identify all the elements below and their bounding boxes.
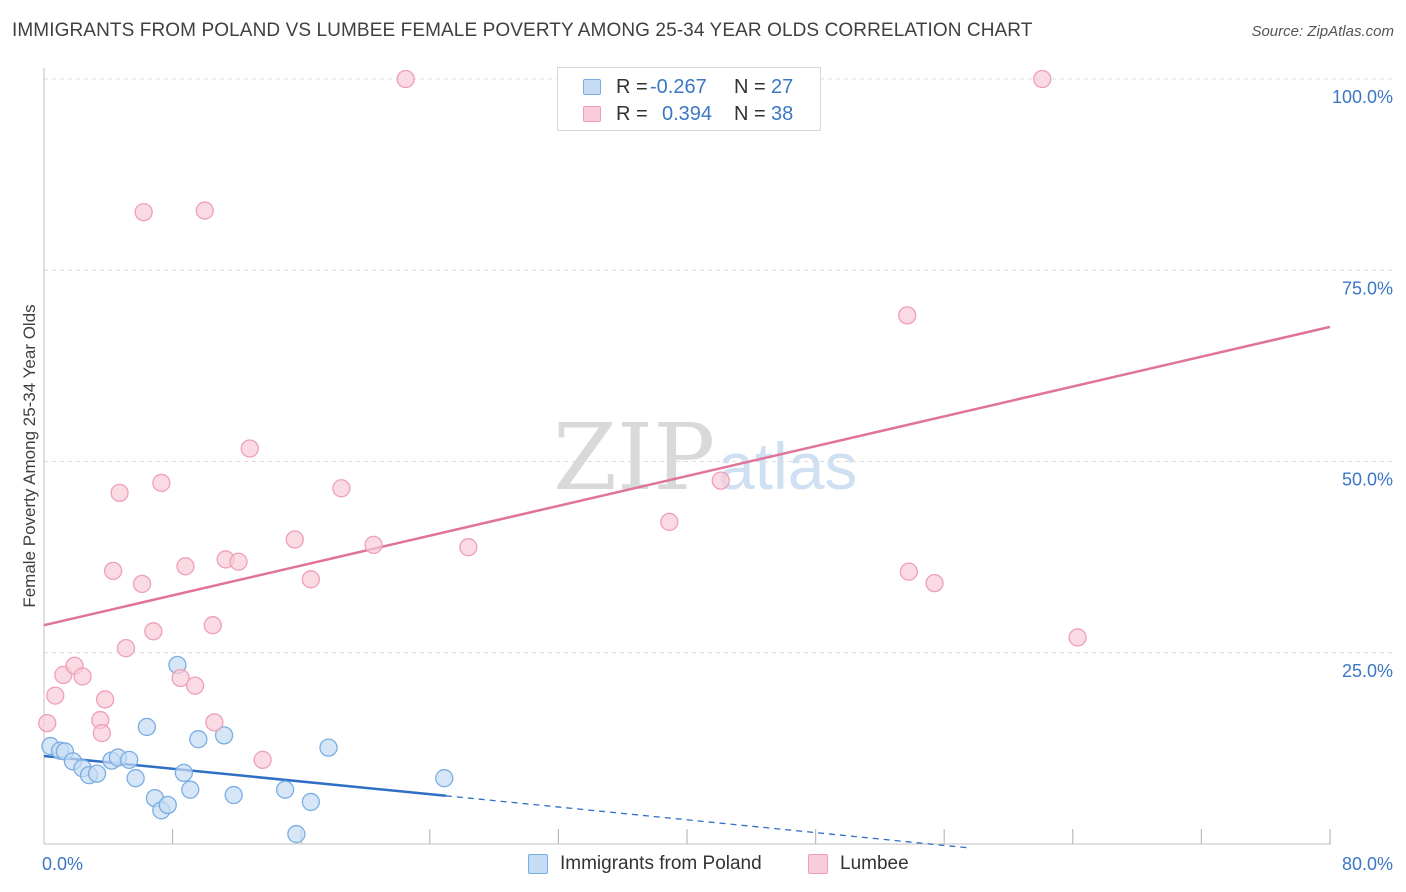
data-point-lumbee: [92, 723, 112, 743]
data-point-poland: [137, 717, 157, 737]
data-point-poland: [120, 750, 139, 769]
data-point-lumbee: [899, 562, 918, 581]
data-point-lumbee: [116, 639, 136, 658]
y-tick-labels: 25.0% 50.0% 75.0% 100.0%: [1332, 87, 1393, 681]
data-point-poland: [87, 764, 107, 783]
data-point-poland: [224, 785, 243, 805]
data-points: [38, 69, 1087, 844]
grid-lines: [44, 78, 1393, 654]
legend-swatch-poland: [583, 79, 601, 95]
x-tick-label: 0.0%: [42, 854, 83, 874]
trend-line-extension-poland: [445, 795, 969, 849]
x-tick-marks: [172, 829, 1331, 844]
legend-swatch-lumbee: [583, 106, 601, 122]
data-point-poland: [435, 769, 454, 788]
data-point-lumbee: [195, 201, 214, 220]
y-axis-label: Female Poverty Among 25-34 Year Olds: [20, 304, 39, 607]
data-point-lumbee: [1068, 628, 1087, 647]
data-point-lumbee: [95, 690, 115, 709]
data-point-lumbee: [253, 750, 272, 769]
y-tick-label: 25.0%: [1342, 661, 1393, 681]
data-point-poland: [214, 726, 234, 745]
series-label-lumbee: Lumbee: [840, 853, 909, 874]
legend-n-label: N =: [734, 103, 766, 125]
legend-r-value: -0.267: [650, 76, 707, 98]
data-point-poland: [319, 738, 338, 757]
data-point-lumbee: [396, 69, 415, 89]
data-point-lumbee: [1033, 69, 1052, 89]
data-point-lumbee: [152, 473, 171, 493]
data-point-lumbee: [925, 573, 944, 593]
watermark-zip: ZIP: [553, 404, 715, 511]
data-point-lumbee: [185, 676, 205, 695]
data-point-poland: [126, 769, 145, 788]
legend-n-value: 27: [771, 76, 794, 98]
data-point-lumbee: [132, 574, 152, 594]
data-point-lumbee: [110, 483, 129, 503]
y-tick-label: 75.0%: [1342, 278, 1393, 298]
legend-r-label: R =: [616, 103, 648, 125]
data-point-lumbee: [332, 479, 351, 498]
data-point-lumbee: [144, 622, 163, 641]
trend-line-lumbee: [43, 325, 1331, 627]
legend-row-lumbee: R = 0.394 N = 38: [558, 100, 820, 128]
data-point-lumbee: [205, 713, 224, 732]
data-point-poland: [287, 824, 306, 844]
series-swatch-lumbee: [808, 854, 828, 874]
data-point-lumbee: [660, 512, 679, 532]
data-point-lumbee: [285, 530, 304, 549]
legend-r-value: 0.394: [662, 103, 713, 125]
data-point-poland: [181, 780, 200, 799]
data-point-lumbee: [203, 616, 222, 635]
series-legend-lumbee[interactable]: Lumbee: [808, 852, 928, 876]
data-point-lumbee: [898, 306, 917, 325]
data-point-lumbee: [134, 202, 153, 222]
y-tick-label: 100.0%: [1332, 87, 1393, 107]
series-swatch-poland: [528, 854, 548, 874]
legend-n-value: 38: [771, 103, 794, 125]
data-point-poland: [158, 795, 177, 815]
data-point-lumbee: [73, 667, 92, 686]
data-point-lumbee: [176, 557, 195, 576]
legend-n-label: N =: [734, 76, 766, 98]
data-point-lumbee: [103, 561, 123, 581]
data-point-lumbee: [364, 535, 383, 555]
series-legend-poland[interactable]: Immigrants from Poland: [528, 852, 788, 876]
y-tick-label: 50.0%: [1342, 470, 1393, 490]
x-tick-label: 80.0%: [1342, 854, 1393, 874]
legend-row-poland: R = -0.267 N = 27: [558, 73, 820, 101]
data-point-lumbee: [46, 686, 65, 705]
data-point-lumbee: [301, 570, 320, 589]
x-tick-labels: 0.0% 80.0%: [42, 854, 1393, 874]
data-point-lumbee: [240, 439, 259, 458]
data-point-poland: [174, 763, 194, 783]
series-label-poland: Immigrants from Poland: [560, 853, 762, 874]
legend-r-label: R =: [616, 76, 648, 98]
source-credit: Source: ZipAtlas.com: [1251, 23, 1394, 40]
data-point-lumbee: [459, 538, 478, 557]
chart-title: IMMIGRANTS FROM POLAND VS LUMBEE FEMALE …: [12, 20, 1033, 41]
data-point-lumbee: [711, 471, 730, 490]
correlation-legend: R = -0.267 N = 27 R = 0.394 N = 38: [557, 67, 821, 131]
data-point-poland: [301, 792, 320, 812]
data-point-poland: [189, 730, 208, 749]
data-point-poland: [275, 780, 295, 799]
data-point-lumbee: [38, 713, 57, 733]
data-point-lumbee: [171, 668, 190, 688]
data-point-lumbee: [229, 552, 248, 571]
